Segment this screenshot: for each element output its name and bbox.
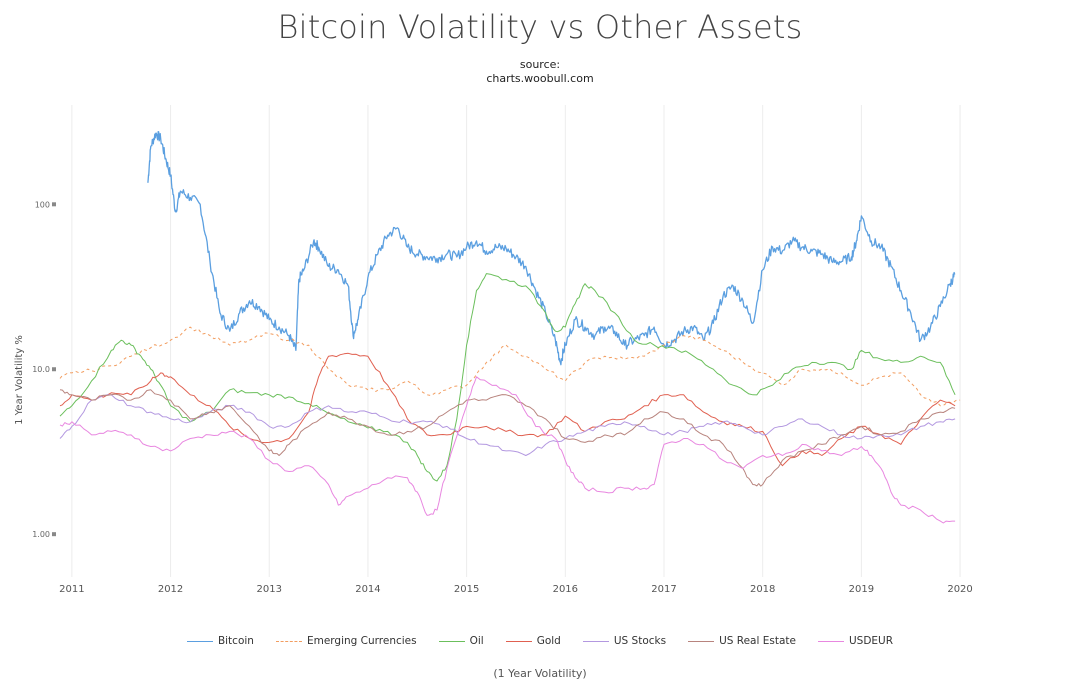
legend-item-usdeur[interactable]: USDEUR [817,635,894,647]
legend-label: Emerging Currencies [306,635,417,647]
x-tick-label: 2017 [651,584,676,595]
legend-swatch [688,640,715,642]
y-tick-label: 1.00 [32,530,50,539]
legend-swatch [438,640,465,642]
legend-label: Oil [469,635,484,647]
legend-swatch [817,640,844,642]
page-title: Bitcoin Volatility vs Other Assets [277,8,803,46]
x-tick-label: 2015 [454,584,479,595]
x-tick-label: 2011 [59,584,84,595]
legend-label: US Stocks [613,635,667,647]
y-tick-mark [52,202,56,207]
legend-swatch [186,640,213,642]
legend-swatch [275,640,302,642]
legend-label: Gold [536,635,561,647]
source-label: source: [519,58,561,71]
x-tick-label: 2013 [257,584,282,595]
chart-grid [71,105,961,577]
legend-item-bitcoin[interactable]: Bitcoin [186,635,254,647]
legend-item-us-stocks[interactable]: US Stocks [582,635,667,647]
chart-legend: Bitcoin Emerging Currencies Oil Gold US Stoc… [0,635,1080,647]
series-line-gold [59,352,956,467]
source-url: charts.woobull.com [486,72,594,85]
legend-swatch [582,640,609,642]
x-tick-label: 2012 [158,584,183,595]
y-axis-label: 1 Year Volatility % [14,335,25,425]
y-tick-label: 100 [35,200,50,209]
y-tick-mark [52,532,56,537]
legend-swatch [505,640,532,642]
legend-item-oil[interactable]: Oil [438,635,484,647]
legend-label: Bitcoin [217,635,254,647]
x-tick-label: 2020 [947,584,972,595]
legend-label: USDEUR [848,635,894,647]
chart-series [59,130,961,524]
series-line-us-real-estate [59,389,956,487]
x-axis-ticks: 2011 2012 2013 2014 2015 2016 2017 2018 2019 2020 [59,584,973,595]
x-tick-label: 2014 [355,584,380,595]
x-axis-label: (1 Year Volatility) [493,667,587,680]
y-tick-mark [52,367,56,372]
legend-label: US Real Estate [719,635,796,647]
legend-item-us-real-estate[interactable]: US Real Estate [688,635,796,647]
legend-item-gold[interactable]: Gold [505,635,561,647]
series-line-us-stocks [59,394,956,456]
series-line-bitcoin [147,130,956,366]
series-line-oil [59,273,956,482]
x-tick-label: 2018 [750,584,775,595]
legend-item-emerging-currencies[interactable]: Emerging Currencies [275,635,417,647]
series-line-emerging-currencies [59,326,961,407]
series-line-usdeur [59,376,956,524]
y-axis-ticks: 1.00 10.0 100 [32,200,56,539]
x-tick-label: 2019 [849,584,874,595]
x-tick-label: 2016 [553,584,578,595]
y-tick-label: 10.0 [32,365,50,374]
